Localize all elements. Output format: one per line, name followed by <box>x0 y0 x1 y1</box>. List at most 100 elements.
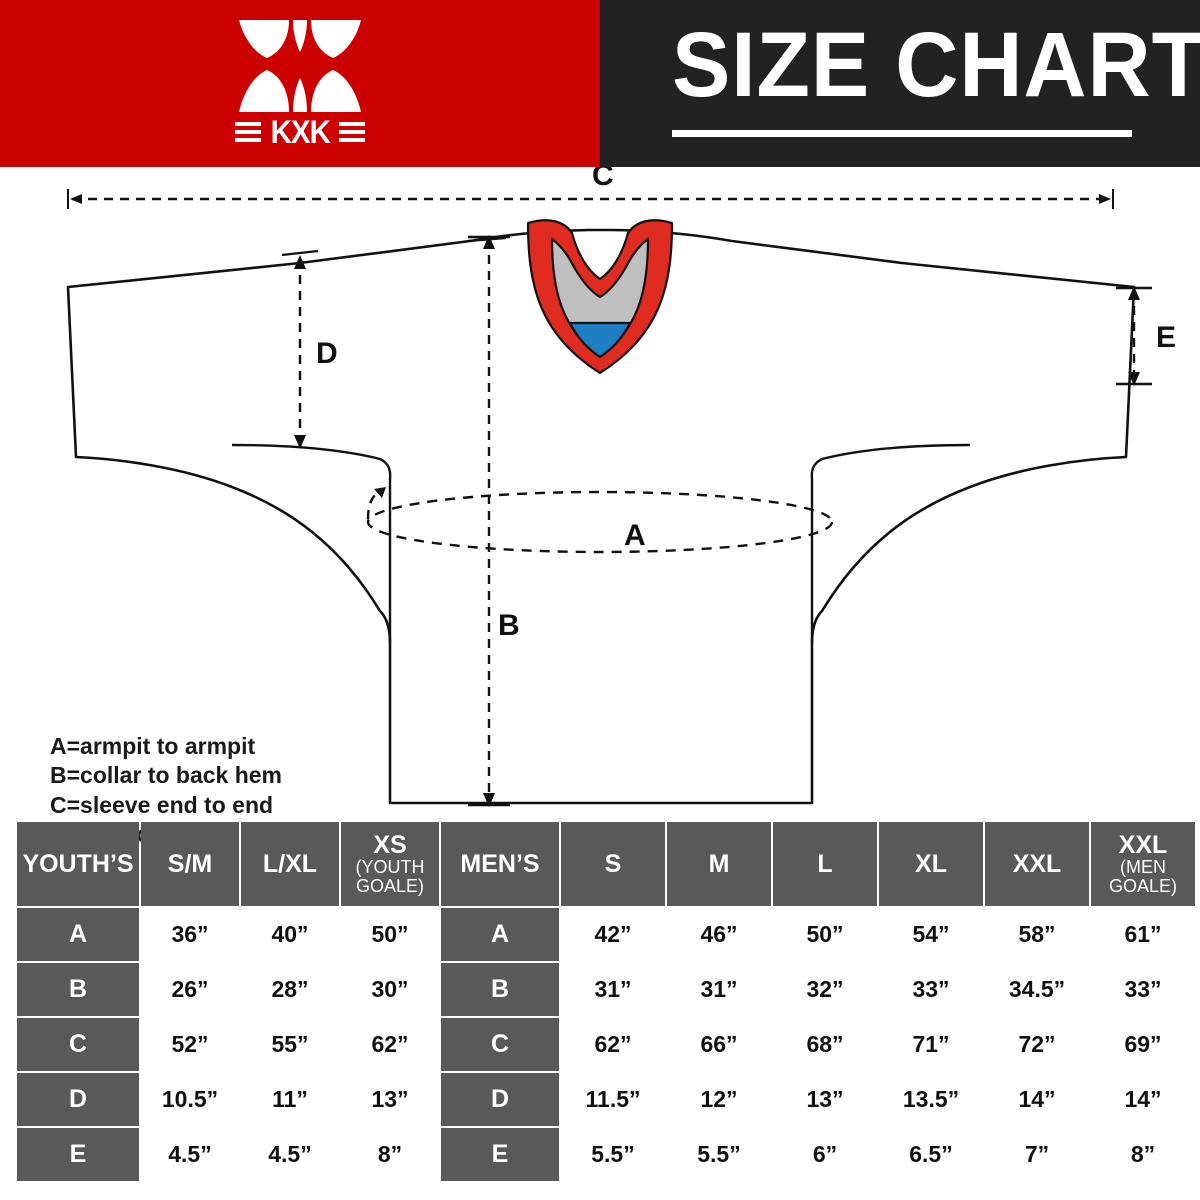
header-main-label: L/XL <box>262 849 318 878</box>
size-table: YOUTH’S S/M L/XL XS (YOUTH GOALE) MEN’S S M L XL X… <box>15 820 1197 1183</box>
legend-item-a: A=armpit to armpit <box>50 733 256 759</box>
header-men-size-1: M <box>667 822 771 906</box>
cell-men-a-4: 58” <box>985 908 1089 961</box>
title-underline <box>672 130 1132 137</box>
cell-youth-e-0: 4.5” <box>141 1128 239 1181</box>
cell-youth-b-2: 30” <box>341 963 439 1016</box>
header-men-size-2: L <box>773 822 877 906</box>
row-label-youth: A <box>17 908 139 961</box>
row-label-men: E <box>441 1128 559 1181</box>
cell-youth-c-0: 52” <box>141 1018 239 1071</box>
dimension-c-label: C <box>592 167 614 192</box>
header-main-label: XXL <box>1012 849 1062 878</box>
header-main-label: S <box>604 849 622 878</box>
table-row: E 4.5” 4.5” 8” E 5.5” 5.5” 6” 6.5” 7” 8” <box>17 1128 1195 1181</box>
row-label-youth: D <box>17 1073 139 1126</box>
cell-men-e-2: 6” <box>773 1128 877 1181</box>
cell-men-c-5: 69” <box>1091 1018 1195 1071</box>
cell-men-b-0: 31” <box>561 963 665 1016</box>
header-main-label: XL <box>915 849 947 878</box>
cell-youth-b-0: 26” <box>141 963 239 1016</box>
cell-men-d-2: 13” <box>773 1073 877 1126</box>
header-main-label: MEN’S <box>460 849 540 878</box>
dimension-c <box>67 189 1114 209</box>
row-label-men: A <box>441 908 559 961</box>
header-sub-label: (YOUTH GOALE) <box>355 857 425 897</box>
size-table-wrap: YOUTH’S S/M L/XL XS (YOUTH GOALE) MEN’S S M L XL X… <box>15 820 1195 1183</box>
header-youth-size-0: S/M <box>141 822 239 906</box>
cell-men-a-3: 54” <box>879 908 983 961</box>
collar-accent <box>568 321 632 359</box>
cell-men-a-2: 50” <box>773 908 877 961</box>
dimension-a-label: A <box>624 519 646 552</box>
cell-men-b-3: 33” <box>879 963 983 1016</box>
cell-youth-d-1: 11” <box>241 1073 339 1126</box>
cell-youth-a-1: 40” <box>241 908 339 961</box>
row-label-youth: B <box>17 963 139 1016</box>
row-label-men: D <box>441 1073 559 1126</box>
jersey-collar <box>526 219 674 375</box>
header-main-label: YOUTH’S <box>22 849 134 878</box>
row-label-youth: C <box>17 1018 139 1071</box>
armhole-seams <box>231 443 971 643</box>
header-main-label: XS <box>373 830 407 859</box>
page-header: KXK SIZE CHART <box>0 0 1200 167</box>
cell-men-b-4: 34.5” <box>985 963 1089 1016</box>
cell-men-a-0: 42” <box>561 908 665 961</box>
cell-men-c-4: 72” <box>985 1018 1089 1071</box>
header-main-label: S/M <box>167 849 213 878</box>
kxk-wordmark: KXK <box>215 114 385 150</box>
cell-men-c-0: 62” <box>561 1018 665 1071</box>
header-sub-label: (MEN GOALE) <box>1108 857 1178 897</box>
cell-men-e-5: 8” <box>1091 1128 1195 1181</box>
cell-youth-c-2: 62” <box>341 1018 439 1071</box>
header-men-size-4: XXL <box>985 822 1089 906</box>
jersey-technical-drawing: D B A <box>66 167 1176 807</box>
cell-men-c-2: 68” <box>773 1018 877 1071</box>
cell-men-c-1: 66” <box>667 1018 771 1071</box>
cell-men-e-4: 7” <box>985 1128 1089 1181</box>
dimension-b-label: B <box>498 609 520 642</box>
cell-men-b-2: 32” <box>773 963 877 1016</box>
jersey-outline <box>66 228 1136 805</box>
header-black-panel <box>600 0 1200 167</box>
cell-men-e-3: 6.5” <box>879 1128 983 1181</box>
cell-youth-d-0: 10.5” <box>141 1073 239 1126</box>
table-row: C 52” 55” 62” C 62” 66” 68” 71” 72” 69” <box>17 1018 1195 1071</box>
title-block: SIZE CHART <box>672 14 1200 148</box>
brand-logo: KXK <box>215 18 385 150</box>
legend-item-c: C=sleeve end to end <box>50 791 274 818</box>
dimension-e <box>1116 286 1152 386</box>
header-main-label: M <box>708 849 730 878</box>
row-label-men: B <box>441 963 559 1016</box>
cell-youth-a-2: 50” <box>341 908 439 961</box>
legend-item-b: B=collar to back hem <box>50 762 282 789</box>
shoulder-ticks <box>281 236 507 257</box>
dimension-e-label: E <box>1156 321 1176 354</box>
cell-men-a-1: 46” <box>667 908 771 961</box>
dimension-b <box>468 235 510 807</box>
cell-youth-e-1: 4.5” <box>241 1128 339 1181</box>
cell-youth-a-0: 36” <box>141 908 239 961</box>
kxk-hourglass-icon <box>239 20 361 112</box>
cell-men-c-3: 71” <box>879 1018 983 1071</box>
cell-men-d-4: 14” <box>985 1073 1089 1126</box>
cell-men-d-0: 11.5” <box>561 1073 665 1126</box>
row-label-youth: E <box>17 1128 139 1181</box>
cell-youth-d-2: 13” <box>341 1073 439 1126</box>
dimension-a <box>366 487 834 554</box>
cell-youth-c-1: 55” <box>241 1018 339 1071</box>
cell-men-b-1: 31” <box>667 963 771 1016</box>
header-main-label: L <box>817 849 833 878</box>
table-row: B 26” 28” 30” B 31” 31” 32” 33” 34.5” 33” <box>17 963 1195 1016</box>
dimension-d <box>294 255 306 449</box>
header-youth-size-1: L/XL <box>241 822 339 906</box>
table-row: A 36” 40” 50” A 42” 46” 50” 54” 58” 61” <box>17 908 1195 961</box>
cell-men-d-5: 14” <box>1091 1073 1195 1126</box>
cell-youth-b-1: 28” <box>241 963 339 1016</box>
logo-bars-right-icon <box>339 122 366 142</box>
logo-bars-left-icon <box>234 122 261 142</box>
row-label-men: C <box>441 1018 559 1071</box>
page-title: SIZE CHART <box>672 14 1200 116</box>
